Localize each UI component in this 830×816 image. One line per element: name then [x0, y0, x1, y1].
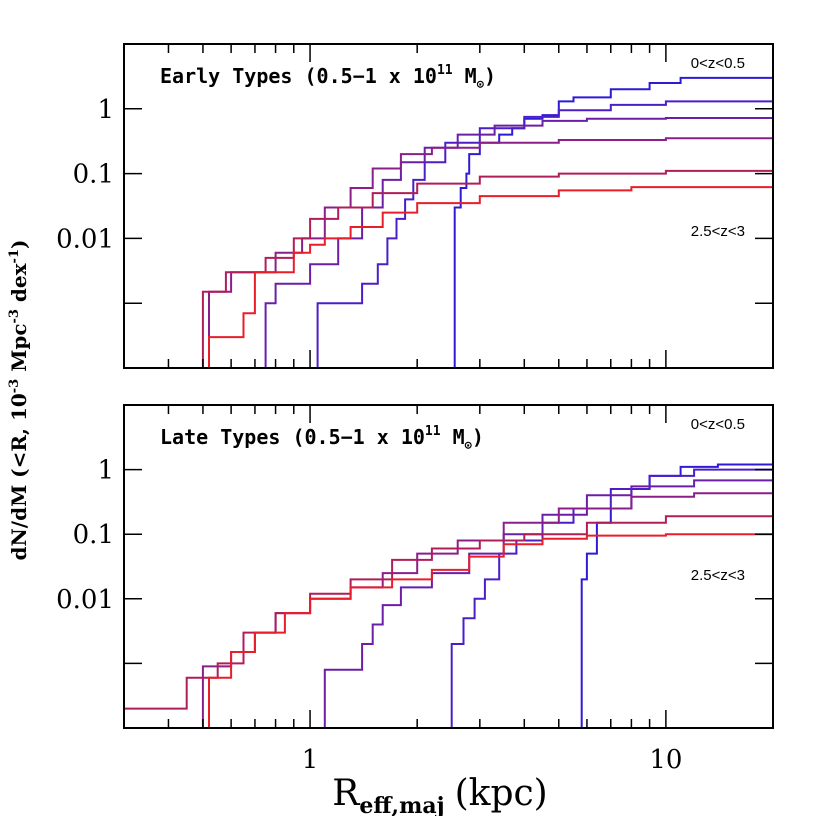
series-line-2	[316, 99, 773, 368]
panel-title-part: 11	[437, 63, 453, 78]
y-axis-title-mid2: dex	[7, 262, 31, 309]
y-tick-label: 1	[97, 95, 114, 125]
panel-title-part: ⊙	[477, 77, 485, 91]
panel-title-part: 11	[425, 424, 441, 439]
y-tick-label: 0.01	[56, 224, 114, 254]
panel-title-part: M	[453, 64, 477, 88]
panel-2: 1 0.1 0.01 1 10 Late Types (0.5−1 x 1011 M⊙) 0…	[56, 404, 774, 775]
series-line-4	[202, 137, 773, 368]
x-tick-label: 10	[649, 745, 682, 775]
x-axis-title: Reff,maj (kpc)	[332, 773, 547, 816]
series-label-top: 0<z<0.5	[691, 55, 745, 72]
series-label-bottom: 2.5<z<3	[691, 567, 745, 584]
panel-1: 1 0.1 0.01 Early Types (0.5−1 x 1011 M⊙) 0<z…	[56, 43, 774, 369]
panel-title-part: Early Types (0.5−1 x 10	[160, 64, 437, 88]
panel-title: Late Types (0.5−1 x 1011 M⊙)	[160, 424, 484, 452]
series-line-3	[323, 479, 773, 728]
y-axis-title-end: )	[7, 240, 31, 249]
panel-title: Early Types (0.5−1 x 1011 M⊙)	[160, 63, 496, 91]
y-tick-label: 1	[97, 456, 114, 486]
y-axis-title: dN/dM (<R, 10-3 Mpc-3 dex-1)	[7, 240, 31, 561]
y-tick-label: 0.01	[56, 585, 114, 615]
series-label-top: 0<z<0.5	[691, 416, 745, 433]
y-tick-label: 0.1	[73, 520, 114, 550]
panel-title-part: ⊙	[465, 438, 473, 452]
y-axis-title-exp3: -1	[7, 249, 22, 263]
panel-title-part: M	[441, 425, 465, 449]
series-group	[124, 462, 773, 728]
x-tick-label: 1	[302, 745, 319, 775]
series-line-5	[196, 169, 773, 368]
series-label-bottom: 2.5<z<3	[691, 223, 745, 240]
y-axis-title-exp2: -3	[7, 309, 22, 323]
y-axis-title-mid: Mpc	[7, 324, 31, 379]
series-line-4	[196, 492, 773, 728]
panel-title-part: Late Types (0.5−1 x 10	[160, 425, 425, 449]
panel-frame	[123, 43, 774, 369]
series-line-2	[450, 468, 773, 728]
y-axis-title-text: dN/dM (<R, 10	[7, 393, 31, 560]
x-axis-title-sub: eff,maj	[359, 793, 444, 816]
panel-title-part: )	[484, 64, 496, 88]
series-line-6	[202, 185, 773, 368]
series-group	[196, 76, 773, 368]
x-axis-title-unit: (kpc)	[455, 773, 548, 814]
series-line-6	[124, 531, 773, 728]
panel-title-part: )	[472, 425, 484, 449]
panel-frame	[123, 404, 774, 729]
y-tick-label: 0.1	[73, 160, 114, 190]
series-line-5	[124, 514, 773, 710]
x-axis-title-main: R	[332, 773, 360, 814]
y-axis-title-exp1: -3	[7, 379, 22, 393]
series-line-3	[261, 116, 773, 368]
